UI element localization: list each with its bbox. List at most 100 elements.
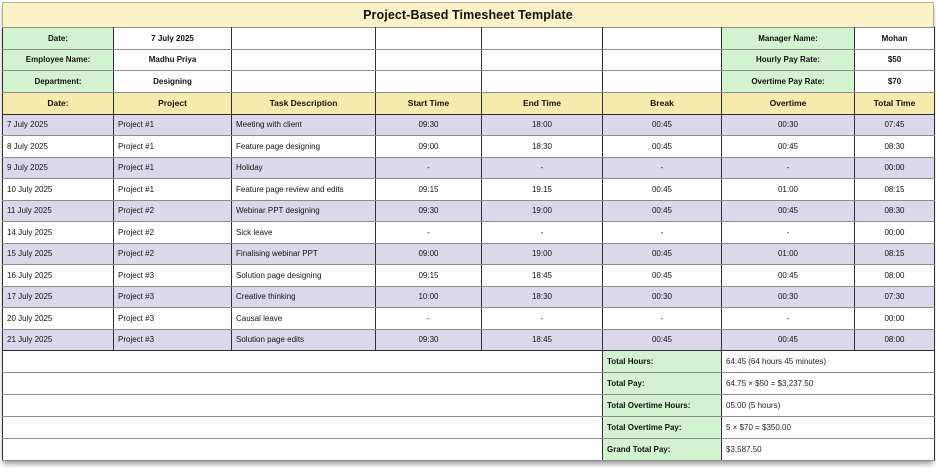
totals-value[interactable]: 5 × $70 = $350.00	[721, 416, 935, 439]
timesheet-cell[interactable]: -	[481, 156, 603, 179]
timesheet-cell[interactable]: 21 July 2025	[2, 328, 114, 351]
info-value-employee-name[interactable]: Madhu Priya	[113, 48, 232, 71]
timesheet-cell[interactable]: 9 July 2025	[2, 156, 114, 179]
timesheet-cell[interactable]: 18:45	[481, 264, 603, 287]
timesheet-cell[interactable]: 09:00	[375, 242, 482, 265]
timesheet-cell[interactable]: 00:00	[854, 221, 935, 244]
timesheet-cell[interactable]: 07:30	[854, 285, 935, 308]
timesheet-cell[interactable]: -	[375, 307, 482, 330]
timesheet-cell[interactable]: -	[602, 221, 722, 244]
timesheet-cell[interactable]: 00:45	[602, 135, 722, 158]
timesheet-cell[interactable]: 7 July 2025	[2, 113, 114, 136]
timesheet-cell[interactable]: Finalising webinar PPT	[231, 242, 376, 265]
timesheet-cell[interactable]: Project #1	[113, 135, 232, 158]
timesheet-cell[interactable]: Creative thinking	[231, 285, 376, 308]
timesheet-cell[interactable]: Solution page designing	[231, 264, 376, 287]
timesheet-cell[interactable]: 09:15	[375, 264, 482, 287]
timesheet-cell[interactable]: Feature page designing	[231, 135, 376, 158]
timesheet-cell[interactable]: 19:15	[481, 178, 603, 201]
timesheet-cell[interactable]: 00:45	[602, 242, 722, 265]
timesheet-cell[interactable]: 08:00	[854, 264, 935, 287]
timesheet-cell[interactable]: Project #3	[113, 264, 232, 287]
timesheet-cell[interactable]: 00:45	[602, 264, 722, 287]
timesheet-cell[interactable]: Holiday	[231, 156, 376, 179]
totals-value[interactable]: 64:45 (64 hours 45 minutes)	[721, 350, 935, 373]
timesheet-cell[interactable]: 18:00	[481, 113, 603, 136]
timesheet-cell[interactable]: Project #1	[113, 178, 232, 201]
info-value-overtime-pay-rate[interactable]: $70	[854, 70, 935, 93]
timesheet-cell[interactable]: Causal leave	[231, 307, 376, 330]
timesheet-cell[interactable]: Project #2	[113, 221, 232, 244]
timesheet-cell[interactable]: Feature page review and edits	[231, 178, 376, 201]
timesheet-cell[interactable]: 08:15	[854, 178, 935, 201]
timesheet-cell[interactable]: Project #3	[113, 328, 232, 351]
timesheet-cell[interactable]: 00:45	[602, 199, 722, 222]
timesheet-cell[interactable]: 20 July 2025	[2, 307, 114, 330]
timesheet-cell[interactable]: Project #2	[113, 242, 232, 265]
timesheet-cell[interactable]: 00:00	[854, 156, 935, 179]
timesheet-cell[interactable]: 8 July 2025	[2, 135, 114, 158]
timesheet-cell[interactable]: 00:30	[602, 285, 722, 308]
timesheet-cell[interactable]: 19:00	[481, 242, 603, 265]
timesheet-cell[interactable]: -	[375, 156, 482, 179]
timesheet-cell[interactable]: -	[602, 156, 722, 179]
timesheet-cell[interactable]: 00:45	[602, 328, 722, 351]
totals-value[interactable]: $3,587.50	[721, 438, 935, 461]
timesheet-cell[interactable]: 00:45	[721, 328, 855, 351]
timesheet-cell[interactable]: -	[375, 221, 482, 244]
timesheet-cell[interactable]: 19:00	[481, 199, 603, 222]
timesheet-cell[interactable]: 18:45	[481, 328, 603, 351]
info-value-department[interactable]: Designing	[113, 70, 232, 93]
timesheet-cell[interactable]: 00:00	[854, 307, 935, 330]
timesheet-cell[interactable]: -	[721, 221, 855, 244]
timesheet-cell[interactable]: 09:15	[375, 178, 482, 201]
timesheet-cell[interactable]: Project #3	[113, 285, 232, 308]
timesheet-cell[interactable]: Sick leave	[231, 221, 376, 244]
timesheet-cell[interactable]: Meeting with client	[231, 113, 376, 136]
timesheet-cell[interactable]: 10:00	[375, 285, 482, 308]
timesheet-cell[interactable]: 01:00	[721, 242, 855, 265]
timesheet-cell[interactable]: 11 July 2025	[2, 199, 114, 222]
timesheet-cell[interactable]: 00:45	[721, 199, 855, 222]
info-value-date[interactable]: 7 July 2025	[113, 27, 232, 50]
timesheet-cell[interactable]: Project #1	[113, 113, 232, 136]
timesheet-cell[interactable]: 07:45	[854, 113, 935, 136]
timesheet-cell[interactable]: Project #1	[113, 156, 232, 179]
timesheet-cell[interactable]: 09:30	[375, 328, 482, 351]
empty-cell	[231, 70, 376, 93]
timesheet-cell[interactable]: 00:45	[602, 178, 722, 201]
timesheet-cell[interactable]: 00:45	[602, 113, 722, 136]
timesheet-cell[interactable]: -	[721, 307, 855, 330]
timesheet-cell[interactable]: -	[602, 307, 722, 330]
timesheet-cell[interactable]: Project #3	[113, 307, 232, 330]
timesheet-cell[interactable]: 10 July 2025	[2, 178, 114, 201]
timesheet-cell[interactable]: 14 July 2025	[2, 221, 114, 244]
timesheet-cell[interactable]: 08:30	[854, 199, 935, 222]
timesheet-cell[interactable]: 15 July 2025	[2, 242, 114, 265]
info-value-manager-name[interactable]: Mohan	[854, 27, 935, 50]
timesheet-cell[interactable]: 08:30	[854, 135, 935, 158]
timesheet-cell[interactable]: 09:30	[375, 199, 482, 222]
timesheet-cell[interactable]: 08:15	[854, 242, 935, 265]
timesheet-cell[interactable]: Solution page edits	[231, 328, 376, 351]
timesheet-cell[interactable]: -	[481, 221, 603, 244]
timesheet-cell[interactable]: 18:30	[481, 135, 603, 158]
timesheet-cell[interactable]: 00:45	[721, 264, 855, 287]
timesheet-cell[interactable]: -	[721, 156, 855, 179]
timesheet-cell[interactable]: 00:30	[721, 285, 855, 308]
timesheet-cell[interactable]: Webinar PPT designing	[231, 199, 376, 222]
timesheet-cell[interactable]: 00:30	[721, 113, 855, 136]
info-value-hourly-pay-rate[interactable]: $50	[854, 48, 935, 71]
timesheet-cell[interactable]: 18:30	[481, 285, 603, 308]
timesheet-cell[interactable]: 01:00	[721, 178, 855, 201]
timesheet-cell[interactable]: Project #2	[113, 199, 232, 222]
timesheet-cell[interactable]: 17 July 2025	[2, 285, 114, 308]
timesheet-cell[interactable]: -	[481, 307, 603, 330]
timesheet-cell[interactable]: 00:45	[721, 135, 855, 158]
timesheet-cell[interactable]: 09:00	[375, 135, 482, 158]
timesheet-cell[interactable]: 08:00	[854, 328, 935, 351]
totals-value[interactable]: 64.75 × $50 = $3,237.50	[721, 372, 935, 395]
timesheet-cell[interactable]: 16 July 2025	[2, 264, 114, 287]
timesheet-cell[interactable]: 09:30	[375, 113, 482, 136]
totals-value[interactable]: 05:00 (5 hours)	[721, 394, 935, 417]
